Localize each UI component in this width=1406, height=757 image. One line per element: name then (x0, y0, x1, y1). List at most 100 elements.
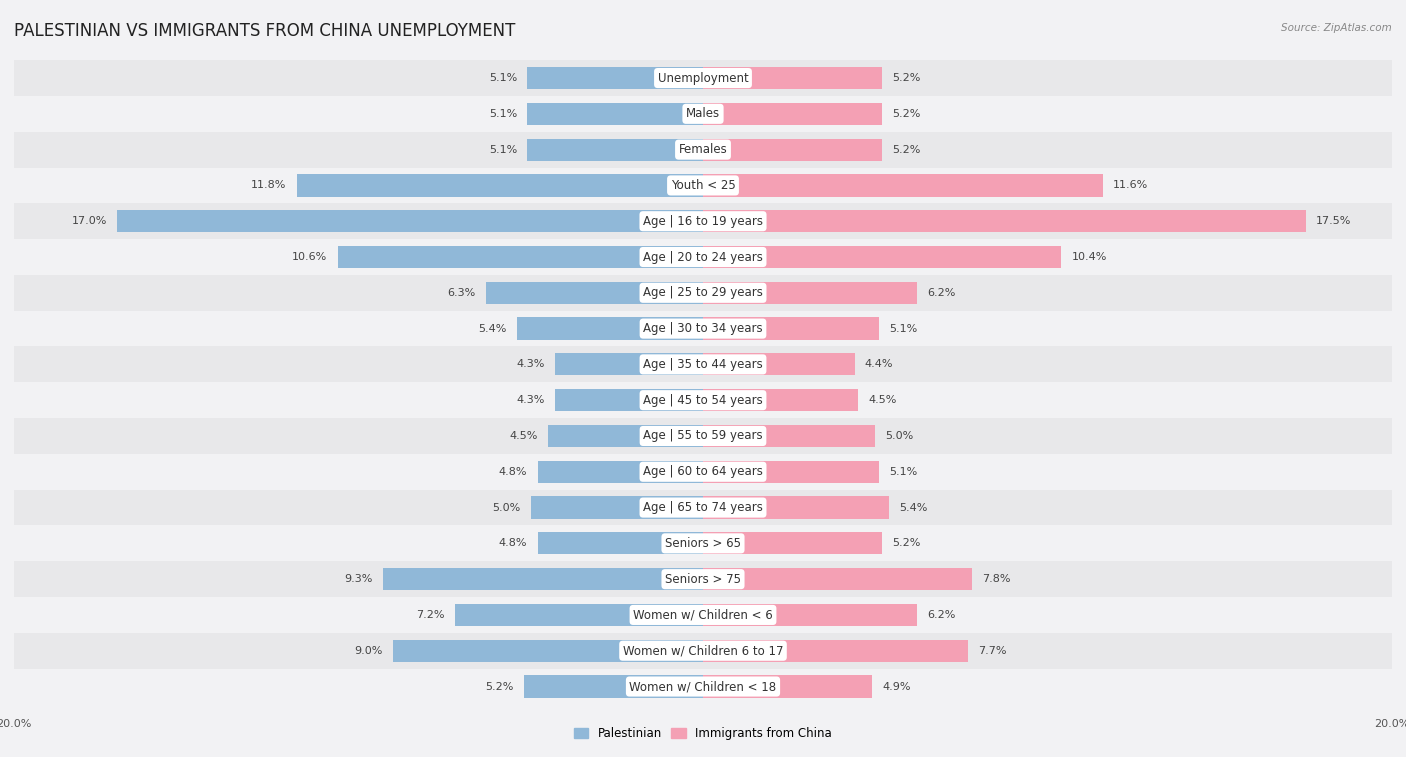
Text: 5.2%: 5.2% (893, 109, 921, 119)
Bar (14, 60, 1392, 96)
Bar (703, 103, 882, 125)
Text: Unemployment: Unemployment (658, 72, 748, 85)
Bar (703, 246, 1062, 268)
Bar (337, 246, 703, 268)
Text: Age | 55 to 59 years: Age | 55 to 59 years (643, 429, 763, 443)
Text: Age | 25 to 29 years: Age | 25 to 29 years (643, 286, 763, 299)
Text: Age | 30 to 34 years: Age | 30 to 34 years (643, 322, 763, 335)
Text: 17.5%: 17.5% (1316, 217, 1351, 226)
Bar (14, 490, 1392, 525)
Text: Source: ZipAtlas.com: Source: ZipAtlas.com (1281, 23, 1392, 33)
Bar (14, 310, 1392, 347)
Text: Youth < 25: Youth < 25 (671, 179, 735, 192)
Text: Males: Males (686, 107, 720, 120)
Bar (517, 317, 703, 340)
Bar (703, 532, 882, 554)
Bar (527, 139, 703, 160)
Text: Age | 65 to 74 years: Age | 65 to 74 years (643, 501, 763, 514)
Text: 17.0%: 17.0% (72, 217, 107, 226)
Text: 4.5%: 4.5% (509, 431, 537, 441)
Bar (703, 210, 1306, 232)
Bar (117, 210, 703, 232)
Text: Age | 60 to 64 years: Age | 60 to 64 years (643, 466, 763, 478)
Bar (537, 461, 703, 483)
Text: 10.4%: 10.4% (1071, 252, 1107, 262)
Text: 5.2%: 5.2% (485, 681, 513, 692)
Bar (703, 604, 917, 626)
Bar (703, 317, 879, 340)
Text: Women w/ Children 6 to 17: Women w/ Children 6 to 17 (623, 644, 783, 657)
Text: 9.3%: 9.3% (344, 574, 373, 584)
Text: 9.0%: 9.0% (354, 646, 382, 656)
Bar (14, 347, 1392, 382)
Bar (548, 425, 703, 447)
Text: PALESTINIAN VS IMMIGRANTS FROM CHINA UNEMPLOYMENT: PALESTINIAN VS IMMIGRANTS FROM CHINA UNE… (14, 22, 516, 40)
Bar (297, 174, 703, 197)
Bar (703, 461, 879, 483)
Bar (703, 425, 875, 447)
Bar (456, 604, 703, 626)
Text: Seniors > 65: Seniors > 65 (665, 537, 741, 550)
Bar (531, 497, 703, 519)
Bar (527, 103, 703, 125)
Bar (703, 174, 1102, 197)
Bar (703, 282, 917, 304)
Legend: Palestinian, Immigrants from China: Palestinian, Immigrants from China (569, 723, 837, 745)
Text: 5.4%: 5.4% (900, 503, 928, 512)
Text: 4.8%: 4.8% (499, 538, 527, 548)
Text: Age | 45 to 54 years: Age | 45 to 54 years (643, 394, 763, 407)
Text: Age | 16 to 19 years: Age | 16 to 19 years (643, 215, 763, 228)
Text: Females: Females (679, 143, 727, 156)
Bar (555, 354, 703, 375)
Text: 6.2%: 6.2% (927, 288, 955, 298)
Bar (14, 382, 1392, 418)
Text: 10.6%: 10.6% (292, 252, 328, 262)
Bar (14, 668, 1392, 705)
Text: 4.8%: 4.8% (499, 467, 527, 477)
Text: 11.6%: 11.6% (1114, 180, 1149, 191)
Bar (537, 532, 703, 554)
Text: Age | 20 to 24 years: Age | 20 to 24 years (643, 251, 763, 263)
Text: 5.1%: 5.1% (889, 467, 917, 477)
Bar (555, 389, 703, 411)
Text: 4.4%: 4.4% (865, 360, 893, 369)
Bar (703, 354, 855, 375)
Bar (524, 675, 703, 698)
Text: 7.7%: 7.7% (979, 646, 1007, 656)
Text: 4.3%: 4.3% (516, 395, 544, 405)
Bar (703, 139, 882, 160)
Text: 5.1%: 5.1% (489, 109, 517, 119)
Text: Age | 35 to 44 years: Age | 35 to 44 years (643, 358, 763, 371)
Text: 5.1%: 5.1% (489, 73, 517, 83)
Bar (486, 282, 703, 304)
Bar (382, 568, 703, 590)
Bar (14, 96, 1392, 132)
Text: 7.2%: 7.2% (416, 610, 444, 620)
Text: 5.2%: 5.2% (893, 538, 921, 548)
Text: 5.0%: 5.0% (492, 503, 520, 512)
Bar (14, 454, 1392, 490)
Bar (14, 418, 1392, 454)
Bar (14, 525, 1392, 561)
Text: 11.8%: 11.8% (250, 180, 287, 191)
Text: 5.2%: 5.2% (893, 145, 921, 154)
Bar (703, 497, 889, 519)
Text: 7.8%: 7.8% (981, 574, 1011, 584)
Bar (14, 132, 1392, 167)
Bar (703, 568, 972, 590)
Bar (703, 675, 872, 698)
Bar (14, 204, 1392, 239)
Bar (14, 239, 1392, 275)
Bar (14, 597, 1392, 633)
Text: 5.0%: 5.0% (886, 431, 914, 441)
Text: 6.2%: 6.2% (927, 610, 955, 620)
Bar (703, 389, 858, 411)
Text: 5.1%: 5.1% (889, 323, 917, 334)
Text: 5.2%: 5.2% (893, 73, 921, 83)
Text: 5.4%: 5.4% (478, 323, 506, 334)
Text: Women w/ Children < 18: Women w/ Children < 18 (630, 680, 776, 693)
Bar (527, 67, 703, 89)
Text: 5.1%: 5.1% (489, 145, 517, 154)
Text: Women w/ Children < 6: Women w/ Children < 6 (633, 609, 773, 621)
Bar (703, 640, 969, 662)
